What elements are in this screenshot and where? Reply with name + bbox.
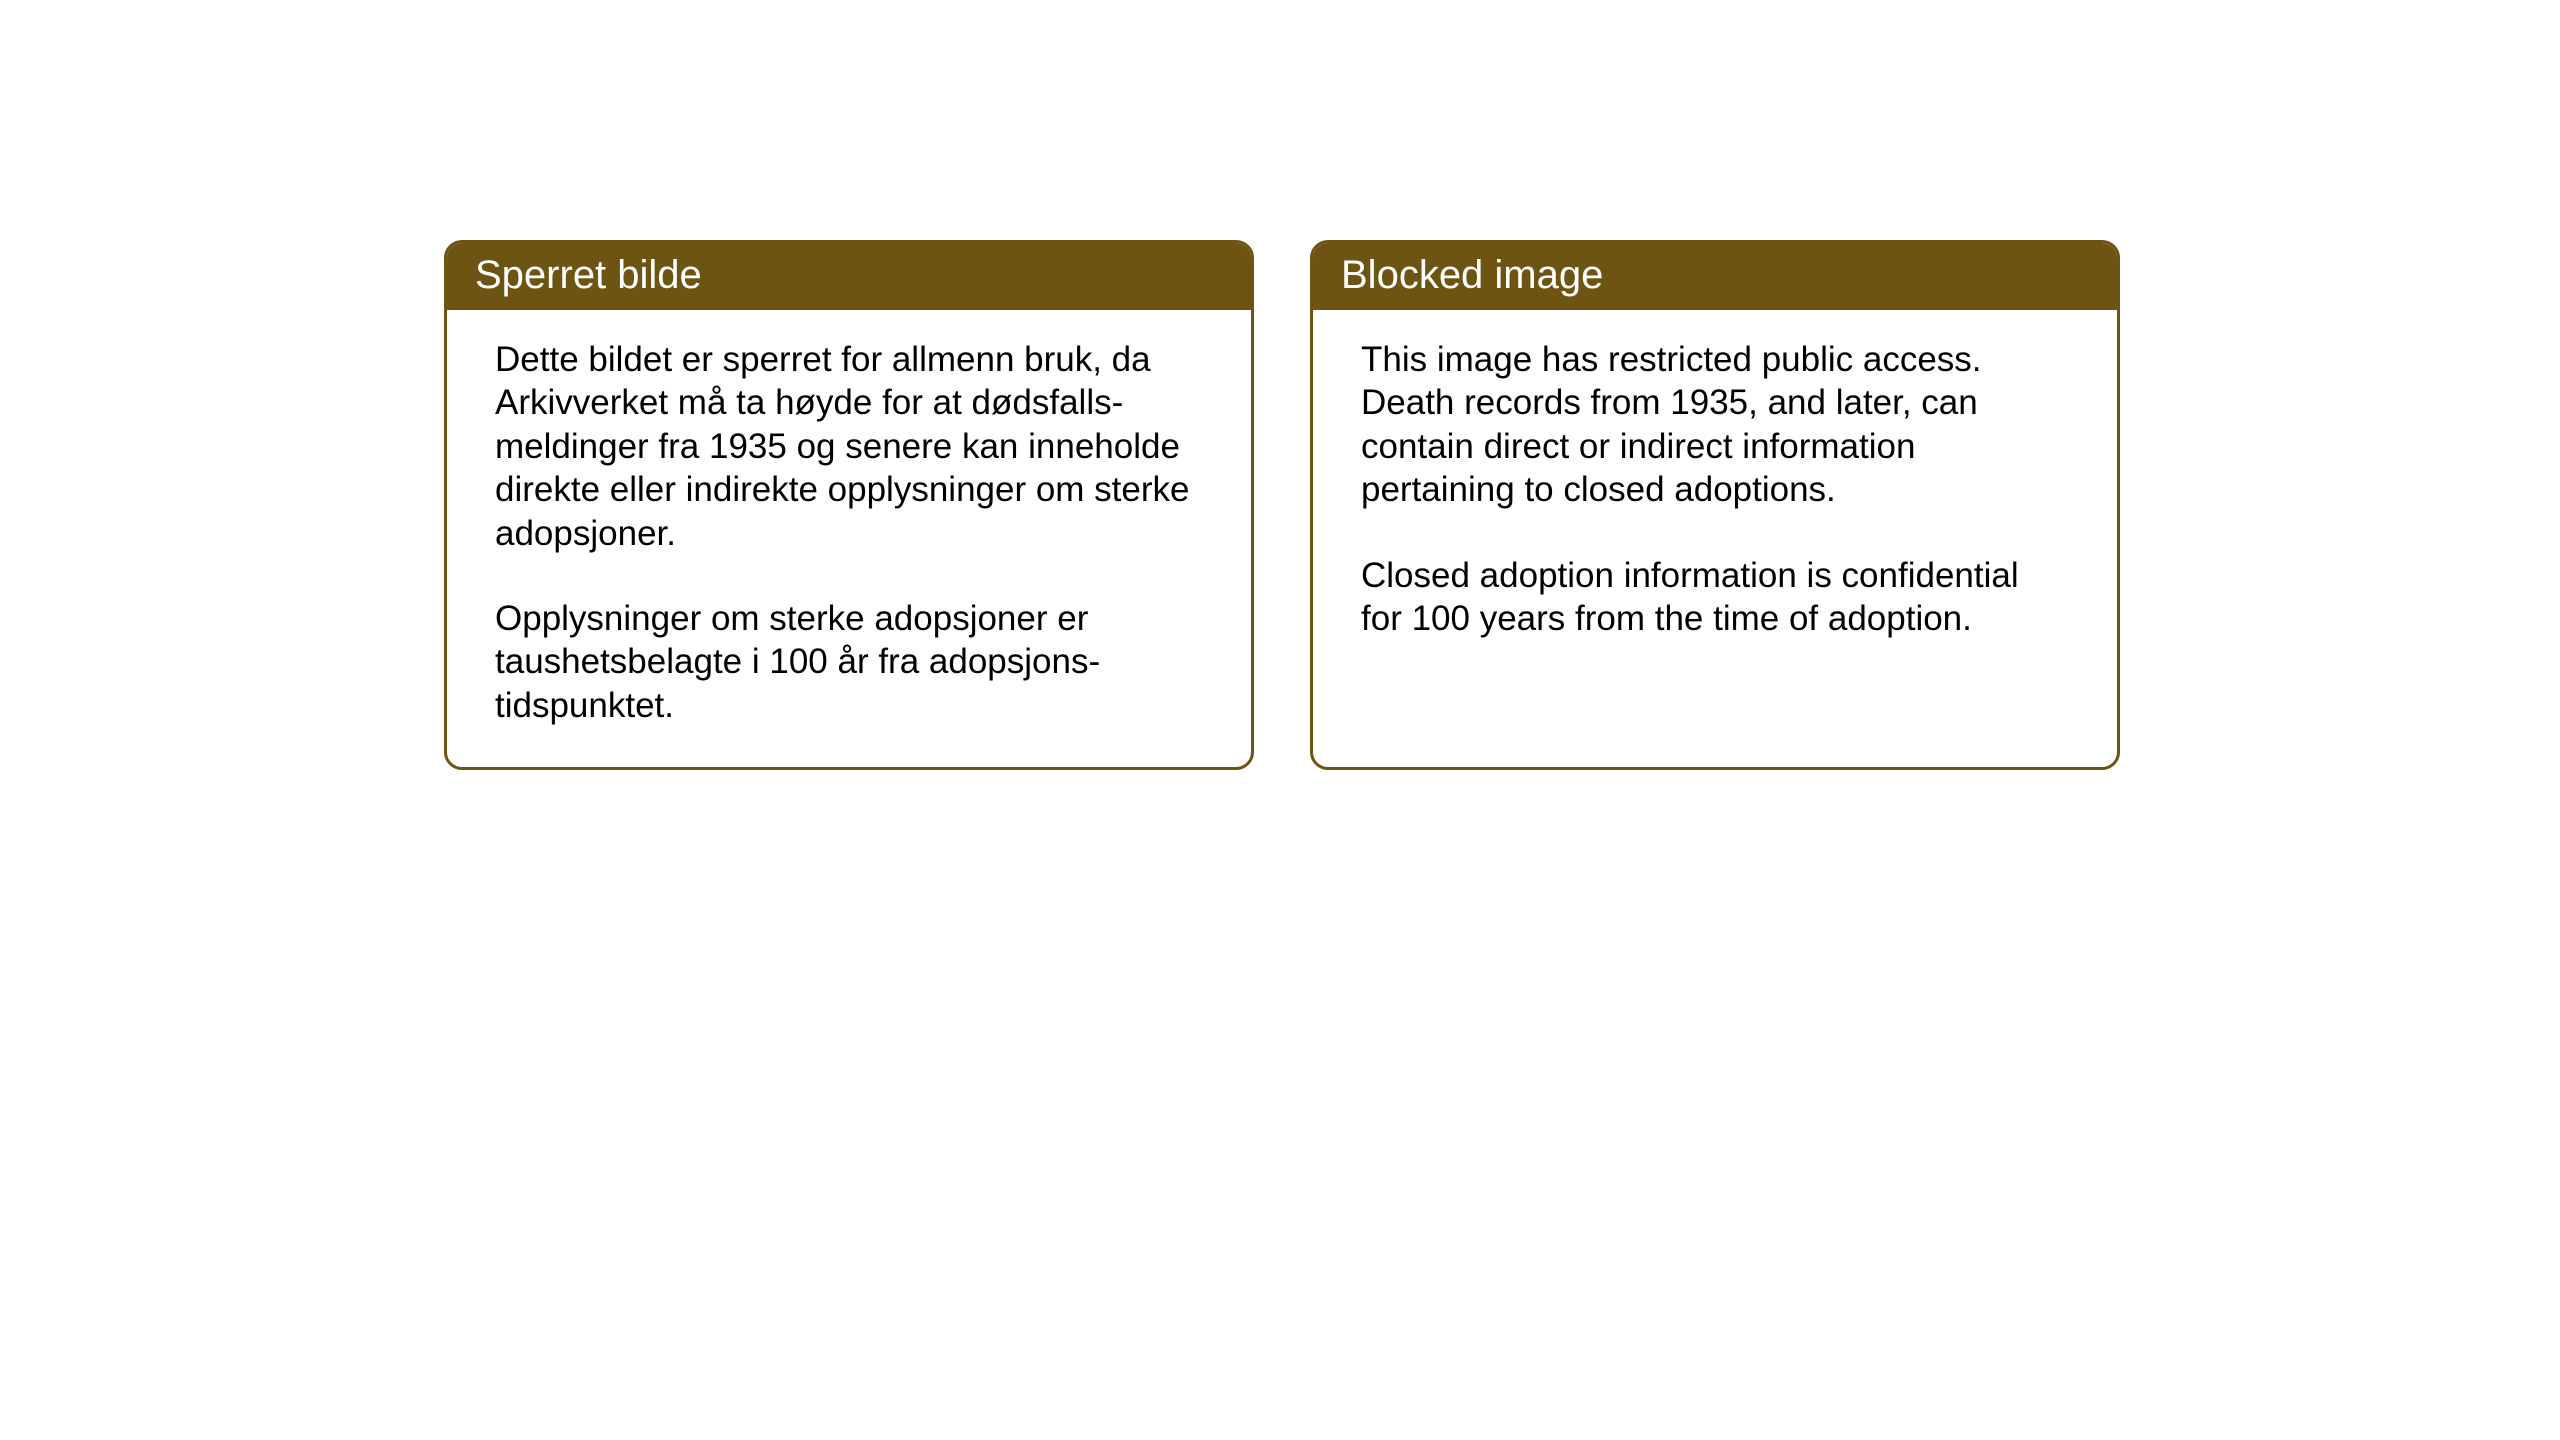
english-paragraph-2: Closed adoption information is confident…: [1361, 554, 2069, 641]
english-card-title: Blocked image: [1313, 243, 2117, 310]
english-card: Blocked image This image has restricted …: [1310, 240, 2120, 770]
norwegian-card-body: Dette bildet er sperret for allmenn bruk…: [447, 310, 1251, 767]
english-paragraph-1: This image has restricted public access.…: [1361, 338, 2069, 512]
norwegian-card: Sperret bilde Dette bildet er sperret fo…: [444, 240, 1254, 770]
norwegian-paragraph-1: Dette bildet er sperret for allmenn bruk…: [495, 338, 1203, 555]
english-card-body: This image has restricted public access.…: [1313, 310, 2117, 680]
norwegian-paragraph-2: Opplysninger om sterke adopsjoner er tau…: [495, 597, 1203, 727]
cards-container: Sperret bilde Dette bildet er sperret fo…: [444, 240, 2120, 770]
norwegian-card-title: Sperret bilde: [447, 243, 1251, 310]
